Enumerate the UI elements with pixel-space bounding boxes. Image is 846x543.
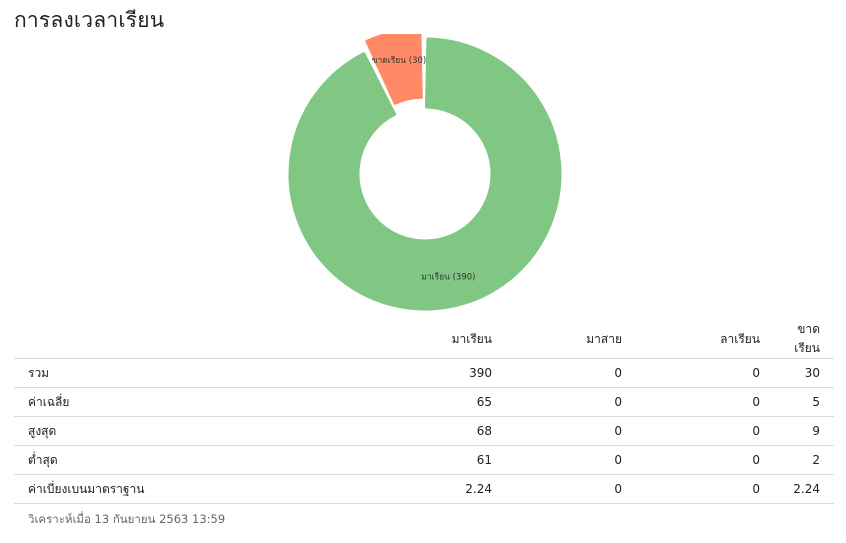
slice-label-absent: ขาดเรียน (30) (372, 55, 427, 66)
cell-leave: 0 (636, 474, 774, 504)
cell-present: 68 (372, 416, 506, 446)
donut-chart-svg: ขาดเรียน (30) มาเรียน (390) (288, 34, 562, 311)
cell-present: 2.24 (372, 474, 506, 504)
table-row: สูงสุด 68 0 0 9 (14, 416, 834, 446)
table-row: ค่าเบี่ยงเบนมาตราฐาน 2.24 0 0 2.24 (14, 474, 834, 504)
slice-present (288, 37, 562, 311)
slice-absent (365, 34, 423, 105)
slice-label-present: มาเรียน (390) (421, 271, 475, 282)
row-label: สูงสุด (14, 416, 372, 446)
cell-absent: 9 (774, 416, 834, 446)
cell-leave: 0 (636, 445, 774, 475)
table-header-leave: ลาเรียน (636, 320, 774, 359)
row-label: ค่าเฉลี่ย (14, 387, 372, 417)
cell-late: 0 (506, 416, 636, 446)
table-header-present: มาเรียน (372, 320, 506, 359)
cell-late: 0 (506, 358, 636, 388)
analysis-timestamp: วิเคราะห์เมื่อ 13 กันยายน 2563 13:59 (28, 512, 226, 526)
table-header-blank (14, 320, 372, 359)
attendance-stats-table: มาเรียน มาสาย ลาเรียน ขาดเรียน รวม 390 0… (14, 320, 834, 504)
table-row: ค่าเฉลี่ย 65 0 0 5 (14, 387, 834, 417)
row-label: ค่าเบี่ยงเบนมาตราฐาน (14, 474, 372, 504)
cell-present: 61 (372, 445, 506, 475)
table-header-absent: ขาดเรียน (774, 320, 834, 359)
cell-late: 0 (506, 445, 636, 475)
row-label: รวม (14, 358, 372, 388)
table-header-row: มาเรียน มาสาย ลาเรียน ขาดเรียน (14, 320, 834, 359)
cell-absent: 30 (774, 358, 834, 388)
table-header-late: มาสาย (506, 320, 636, 359)
cell-leave: 0 (636, 358, 774, 388)
cell-present: 390 (372, 358, 506, 388)
cell-leave: 0 (636, 416, 774, 446)
cell-absent: 2.24 (774, 474, 834, 504)
cell-leave: 0 (636, 387, 774, 417)
cell-present: 65 (372, 387, 506, 417)
cell-absent: 5 (774, 387, 834, 417)
row-label: ต่ำสุด (14, 445, 372, 475)
table-row: รวม 390 0 0 30 (14, 358, 834, 388)
cell-late: 0 (506, 474, 636, 504)
cell-absent: 2 (774, 445, 834, 475)
table-row: ต่ำสุด 61 0 0 2 (14, 445, 834, 475)
page-title: การลงเวลาเรียน (14, 8, 165, 32)
cell-late: 0 (506, 387, 636, 417)
attendance-donut-chart: ขาดเรียน (30) มาเรียน (390) (285, 34, 565, 314)
